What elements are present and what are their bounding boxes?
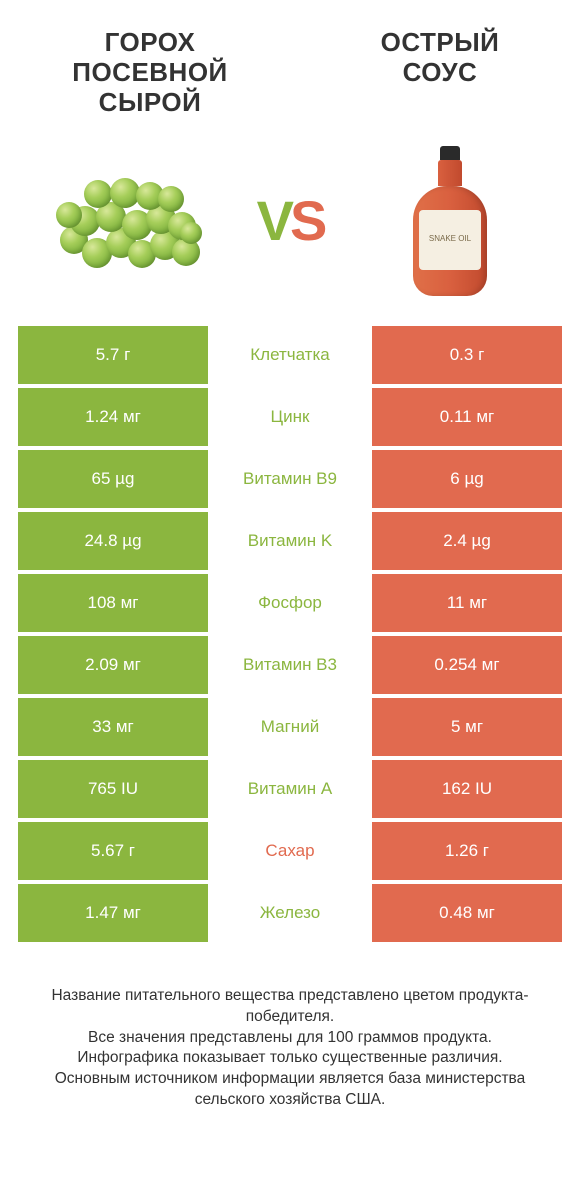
value-right: 0.48 мг — [372, 884, 562, 942]
bottle-label-text: SNAKE OIL — [429, 235, 471, 244]
comparison-table: 5.7 гКлетчатка0.3 г1.24 мгЦинк0.11 мг65 … — [0, 326, 580, 946]
nutrient-label: Витамин B9 — [208, 450, 372, 508]
table-row: 5.67 гСахар1.26 г — [18, 822, 562, 880]
footer-line: Основным источником информации является … — [30, 1069, 550, 1111]
value-right: 11 мг — [372, 574, 562, 632]
nutrient-label: Цинк — [208, 388, 372, 446]
value-right: 0.3 г — [372, 326, 562, 384]
nutrient-label: Клетчатка — [208, 326, 372, 384]
value-right: 6 µg — [372, 450, 562, 508]
bottle-image: SNAKE OIL — [360, 146, 540, 296]
table-row: 5.7 гКлетчатка0.3 г — [18, 326, 562, 384]
nutrient-label: Витамин B3 — [208, 636, 372, 694]
table-row: 1.47 мгЖелезо0.48 мг — [18, 884, 562, 942]
value-left: 5.67 г — [18, 822, 208, 880]
footer: Название питательного вещества представл… — [0, 946, 580, 1142]
peas-image — [40, 166, 220, 276]
images-row: VS SNAKE OIL — [0, 126, 580, 326]
footer-line: Все значения представлены для 100 граммо… — [30, 1028, 550, 1049]
nutrient-label: Витамин K — [208, 512, 372, 570]
nutrient-label: Железо — [208, 884, 372, 942]
footer-line: Инфографика показывает только существенн… — [30, 1048, 550, 1069]
nutrient-label: Витамин A — [208, 760, 372, 818]
value-left: 108 мг — [18, 574, 208, 632]
vs-v: V — [257, 189, 290, 252]
value-left: 5.7 г — [18, 326, 208, 384]
table-row: 65 µgВитамин B96 µg — [18, 450, 562, 508]
value-right: 0.254 мг — [372, 636, 562, 694]
value-right: 2.4 µg — [372, 512, 562, 570]
value-left: 2.09 мг — [18, 636, 208, 694]
value-left: 1.24 мг — [18, 388, 208, 446]
value-right: 162 IU — [372, 760, 562, 818]
table-row: 33 мгМагний5 мг — [18, 698, 562, 756]
value-right: 5 мг — [372, 698, 562, 756]
footer-line: Название питательного вещества представл… — [30, 986, 550, 1028]
value-left: 1.47 мг — [18, 884, 208, 942]
table-row: 24.8 µgВитамин K2.4 µg — [18, 512, 562, 570]
title-right: ОСТРЫЙ СОУС — [340, 28, 540, 118]
value-left: 33 мг — [18, 698, 208, 756]
title-left: ГОРОХ ПОСЕВНОЙ СЫРОЙ — [40, 28, 260, 118]
vs-label: VS — [257, 188, 324, 253]
table-row: 1.24 мгЦинк0.11 мг — [18, 388, 562, 446]
table-row: 765 IUВитамин A162 IU — [18, 760, 562, 818]
value-right: 1.26 г — [372, 822, 562, 880]
nutrient-label: Фосфор — [208, 574, 372, 632]
value-left: 65 µg — [18, 450, 208, 508]
table-row: 2.09 мгВитамин B30.254 мг — [18, 636, 562, 694]
nutrient-label: Сахар — [208, 822, 372, 880]
value-left: 765 IU — [18, 760, 208, 818]
vs-s: S — [290, 189, 323, 252]
value-right: 0.11 мг — [372, 388, 562, 446]
value-left: 24.8 µg — [18, 512, 208, 570]
header: ГОРОХ ПОСЕВНОЙ СЫРОЙ ОСТРЫЙ СОУС — [0, 0, 580, 126]
table-row: 108 мгФосфор11 мг — [18, 574, 562, 632]
nutrient-label: Магний — [208, 698, 372, 756]
